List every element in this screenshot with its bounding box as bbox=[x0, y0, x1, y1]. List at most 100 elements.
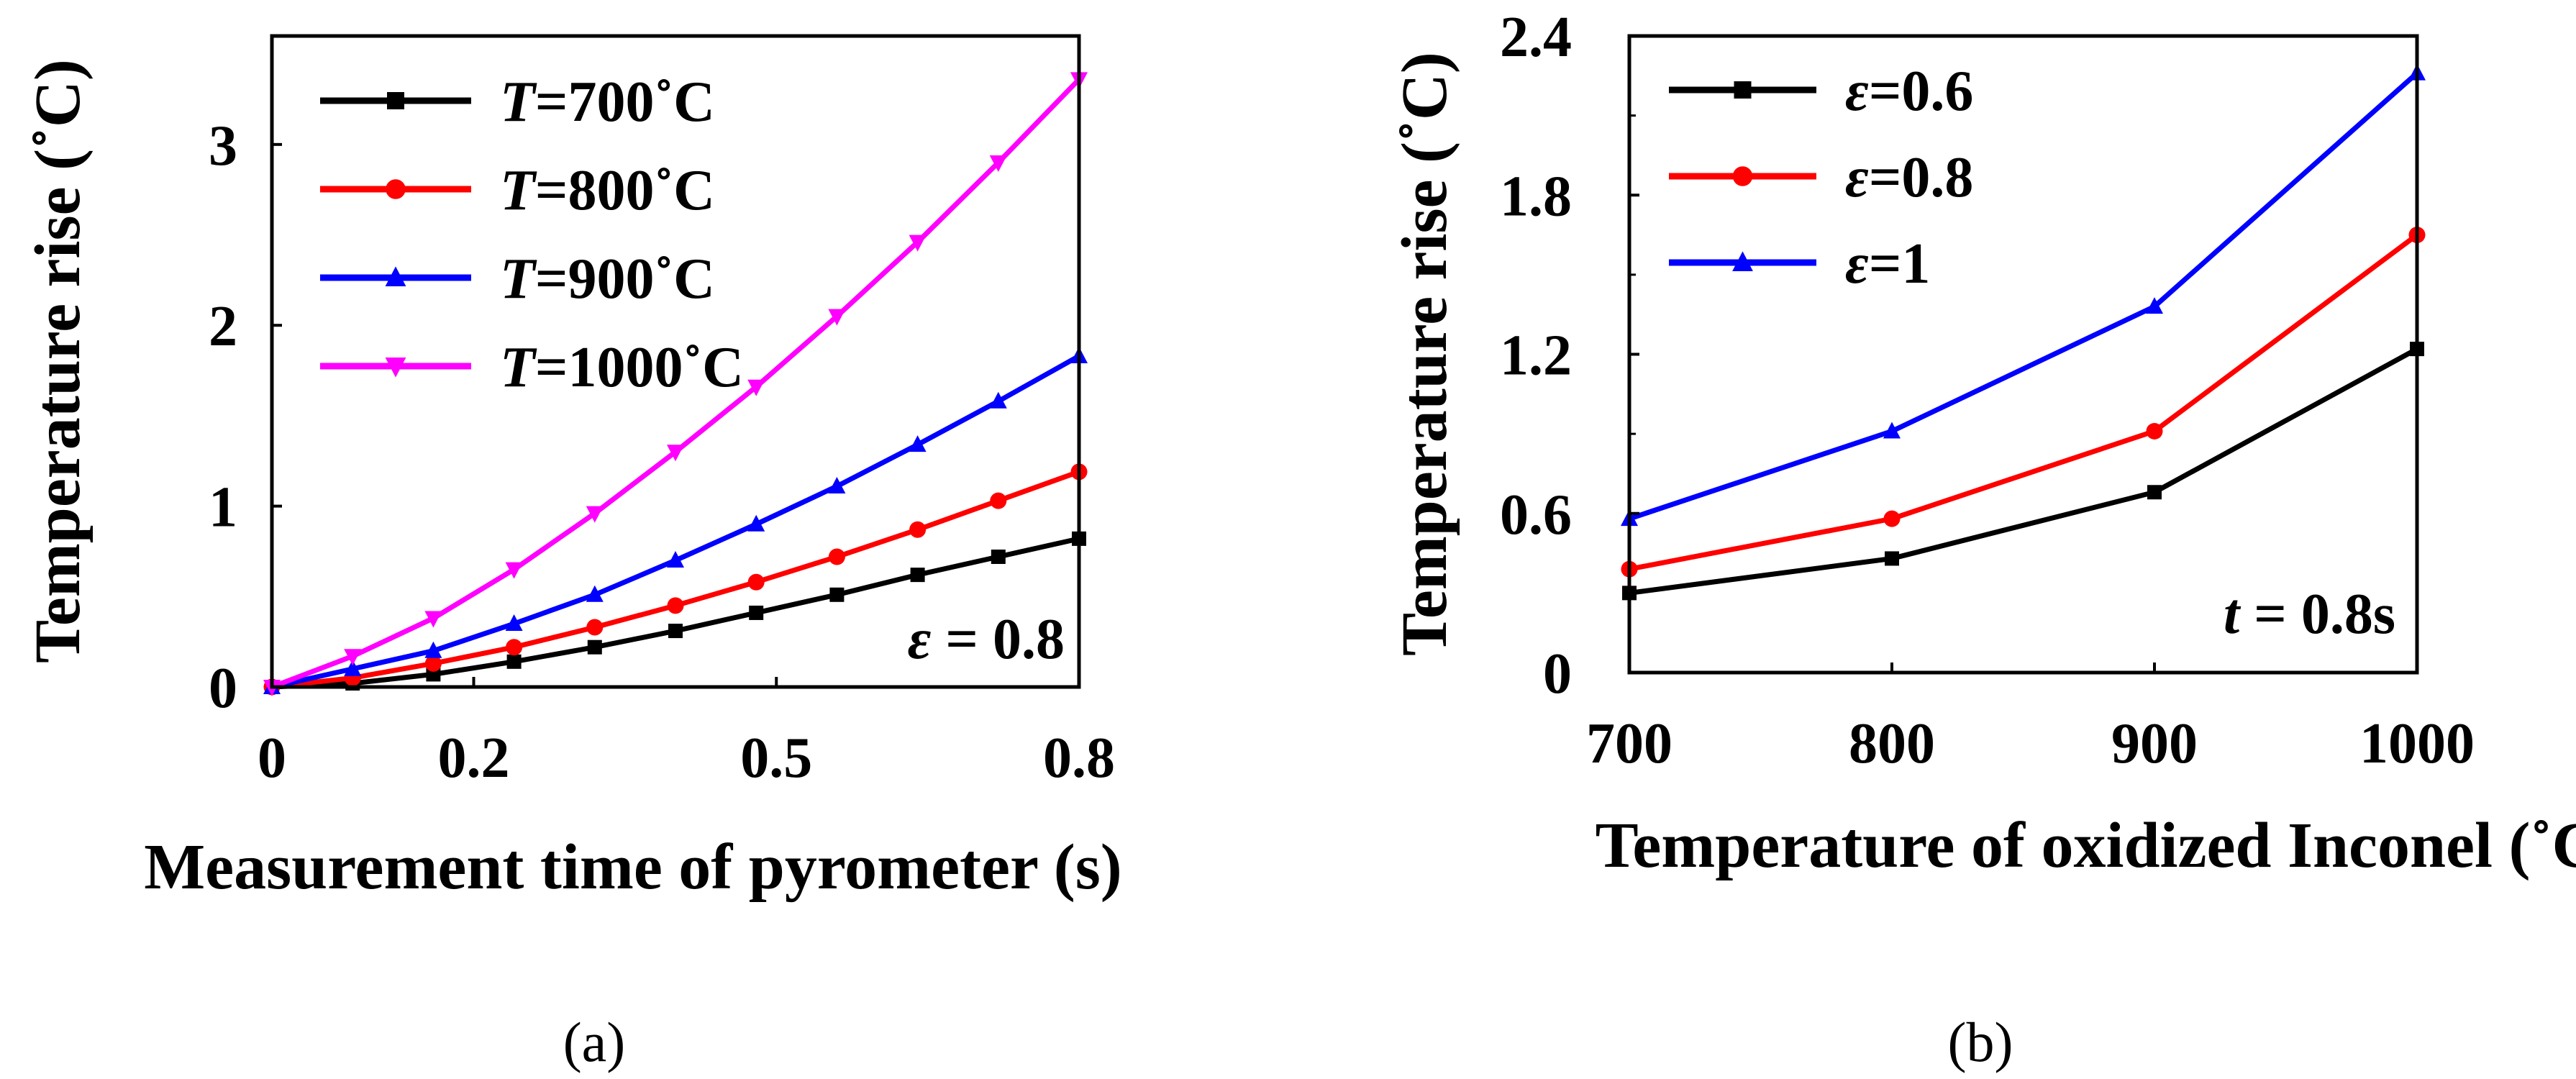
y-tick-label: 1 bbox=[209, 476, 237, 540]
legend-text: =0.8 bbox=[1869, 146, 1974, 209]
legend-text: =0.6 bbox=[1869, 60, 1974, 123]
y-tick-label: 1.8 bbox=[1500, 165, 1572, 228]
annotation-symbol-b: t bbox=[2224, 583, 2242, 646]
series-line bbox=[1629, 232, 2419, 572]
legend-b: ε=0.6ε=0.8ε=1 bbox=[1669, 60, 1973, 296]
data-point bbox=[505, 562, 523, 579]
series-ε=0.8 bbox=[1621, 227, 2426, 578]
legend-label: T=800˚C bbox=[500, 159, 715, 222]
legend-item: T=900˚C bbox=[320, 247, 715, 311]
data-point bbox=[344, 659, 362, 676]
x-tick-label: 700 bbox=[1586, 712, 1672, 775]
data-point bbox=[344, 649, 362, 666]
legend-item: T=1000˚C bbox=[320, 336, 744, 399]
annotation-a: ε = 0.8 bbox=[908, 608, 1065, 671]
data-point bbox=[909, 435, 927, 452]
y-tick-label: 0.6 bbox=[1500, 483, 1572, 547]
legend-text: =1000˚C bbox=[535, 336, 744, 399]
legend-text: =1 bbox=[1869, 232, 1931, 296]
y-axis-title-b: Temperature rise (˚C) bbox=[1389, 52, 1460, 656]
data-point bbox=[1883, 422, 1901, 439]
data-point bbox=[989, 391, 1007, 409]
caption-a: (a) bbox=[563, 1011, 626, 1073]
legend-text: =700˚C bbox=[535, 70, 715, 134]
legend-marker bbox=[386, 179, 406, 199]
legend-symbol: T bbox=[500, 159, 537, 222]
legend-a: T=700˚CT=800˚CT=900˚CT=1000˚C bbox=[320, 70, 744, 399]
data-point bbox=[828, 309, 846, 326]
legend-symbol: T bbox=[500, 70, 537, 134]
data-point bbox=[747, 379, 765, 396]
legend-item: T=700˚C bbox=[320, 70, 715, 134]
data-point bbox=[829, 587, 845, 602]
panel-b: ε=0.6ε=0.8ε=1 700 800 900 100000.61.21.82.4… bbox=[1389, 6, 2576, 1073]
data-point bbox=[506, 639, 523, 656]
data-point bbox=[1885, 551, 1899, 566]
legend-symbol: ε bbox=[1845, 232, 1869, 296]
data-point bbox=[909, 235, 927, 252]
data-point bbox=[667, 551, 684, 568]
legend-item: ε=0.6 bbox=[1669, 60, 1973, 123]
series-ε=0.6 bbox=[1622, 342, 2424, 601]
data-point bbox=[424, 641, 442, 658]
series-ε=1 bbox=[1621, 63, 2426, 527]
data-point bbox=[747, 514, 765, 532]
data-point bbox=[2146, 297, 2163, 314]
annotation-b: t = 0.8s bbox=[2224, 583, 2395, 646]
legend-marker bbox=[1734, 81, 1752, 99]
data-point bbox=[668, 624, 683, 639]
legend-item: T=800˚C bbox=[320, 159, 715, 222]
data-point bbox=[991, 550, 1006, 564]
data-point bbox=[424, 611, 442, 628]
data-point bbox=[828, 548, 845, 565]
data-point bbox=[667, 597, 684, 614]
data-point bbox=[505, 614, 523, 632]
legend-label: ε=0.6 bbox=[1845, 60, 1973, 123]
data-point bbox=[506, 654, 522, 669]
legend-label: T=900˚C bbox=[500, 247, 715, 311]
legend-marker bbox=[385, 358, 406, 378]
legend-marker bbox=[1732, 251, 1753, 271]
annotation-symbol-a: ε bbox=[908, 608, 932, 671]
series-group-a bbox=[263, 72, 1088, 696]
legend-marker bbox=[1732, 166, 1753, 186]
y-tick-label: 2 bbox=[209, 295, 237, 358]
series-T=1000˚C bbox=[263, 72, 1088, 696]
data-point bbox=[909, 521, 927, 538]
legend-marker bbox=[385, 266, 406, 286]
x-tick-label: 0.8 bbox=[1043, 727, 1115, 790]
data-point bbox=[2147, 485, 2162, 500]
legend-symbol: ε bbox=[1845, 60, 1869, 123]
y-tick-label: 2.4 bbox=[1500, 6, 1572, 69]
data-point bbox=[586, 585, 604, 602]
series-line bbox=[1628, 71, 2419, 522]
y-tick-label: 0 bbox=[209, 657, 237, 720]
legend-item: ε=0.8 bbox=[1669, 146, 1973, 209]
panel-a: T=700˚CT=800˚CT=900˚CT=1000˚C 0 0.2 0.5 0.8… bbox=[22, 34, 1122, 1073]
y-tick-label: 3 bbox=[209, 114, 237, 178]
legend-label: ε=0.8 bbox=[1845, 146, 1973, 209]
data-point bbox=[989, 155, 1007, 172]
legend-symbol: T bbox=[500, 336, 537, 399]
caption-b: (b) bbox=[1948, 1011, 2013, 1073]
x-tick-label: 0.2 bbox=[438, 727, 510, 790]
y-tick-label: 1.2 bbox=[1500, 324, 1572, 388]
series-T=900˚C bbox=[263, 346, 1088, 694]
legend-marker bbox=[387, 92, 404, 109]
data-point bbox=[586, 619, 604, 636]
x-tick-label: 0.5 bbox=[740, 727, 812, 790]
x-tick-label: 0 bbox=[258, 727, 286, 790]
series-group-b bbox=[1621, 63, 2426, 601]
ticks-a: 0 0.2 0.5 0.8 0 1 2 3 bbox=[209, 114, 1115, 790]
x-tick-label: 800 bbox=[1849, 712, 1935, 775]
legend-item: ε=1 bbox=[1669, 232, 1930, 296]
data-point bbox=[990, 492, 1007, 509]
data-point bbox=[910, 568, 925, 583]
x-tick-label: 1000 bbox=[2359, 712, 2475, 775]
annotation-text-b: = 0.8s bbox=[2239, 583, 2395, 646]
ticks-b: 700 800 900 1000 0 0.6 1.2 1.8 2.4 bbox=[1500, 6, 2475, 775]
plot-frame-a bbox=[270, 34, 1081, 689]
legend-label: T=1000˚C bbox=[500, 336, 744, 399]
x-axis-title-a: Measurement time of pyrometer (s) bbox=[144, 832, 1122, 903]
